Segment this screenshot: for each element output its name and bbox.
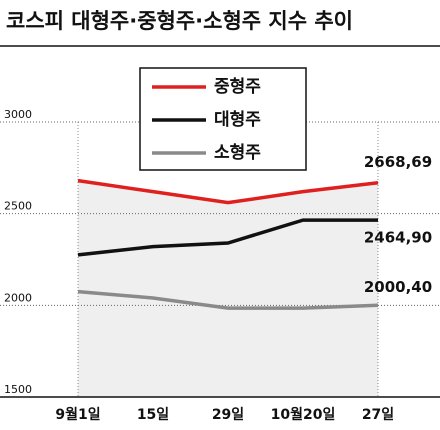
y-tick-label: 2000 bbox=[4, 291, 32, 304]
legend-label: 대형주 bbox=[214, 109, 261, 130]
x-tick-label: 29일 bbox=[212, 407, 244, 423]
x-tick-label: 15일 bbox=[137, 407, 169, 423]
y-tick-label: 2500 bbox=[4, 200, 32, 213]
value-label: 2668,69 bbox=[364, 153, 432, 171]
x-tick-label: 27일 bbox=[362, 407, 394, 423]
series-line bbox=[77, 289, 379, 310]
series-line bbox=[77, 218, 379, 257]
x-tick-label: 10월20일 bbox=[271, 406, 336, 423]
x-tick-label: 9월1일 bbox=[55, 406, 100, 423]
series-line bbox=[77, 178, 379, 205]
value-label: 2000,40 bbox=[364, 278, 432, 296]
value-label: 2464,90 bbox=[364, 229, 432, 247]
area-shade bbox=[78, 180, 378, 397]
legend-label: 소형주 bbox=[214, 142, 261, 163]
legend-label: 중형주 bbox=[214, 76, 261, 97]
y-tick-label: 3000 bbox=[4, 108, 32, 121]
y-tick-label: 1500 bbox=[4, 383, 32, 396]
chart-title: 코스피 대형주·중형주·소형주 지수 추이 bbox=[6, 9, 353, 33]
